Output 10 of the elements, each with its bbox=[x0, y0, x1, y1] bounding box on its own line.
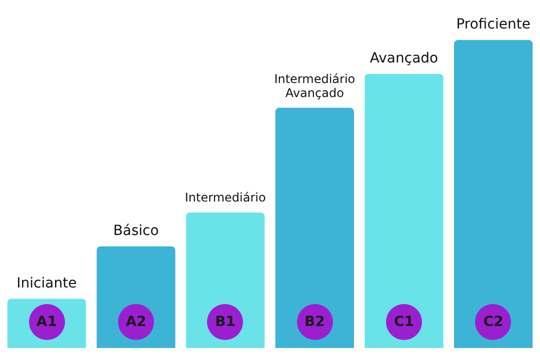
bar bbox=[186, 212, 265, 348]
bar bbox=[454, 40, 533, 348]
bar bbox=[364, 74, 444, 348]
annotation: Intermediário Avançado bbox=[274, 72, 356, 100]
annotation: Básico bbox=[113, 223, 159, 239]
annotation: Proficiente bbox=[456, 16, 530, 33]
annotation: Iniciante bbox=[16, 275, 77, 292]
bar bbox=[275, 108, 354, 348]
annotation: Intermediário bbox=[184, 190, 266, 205]
annotation: Avançado bbox=[370, 50, 438, 67]
